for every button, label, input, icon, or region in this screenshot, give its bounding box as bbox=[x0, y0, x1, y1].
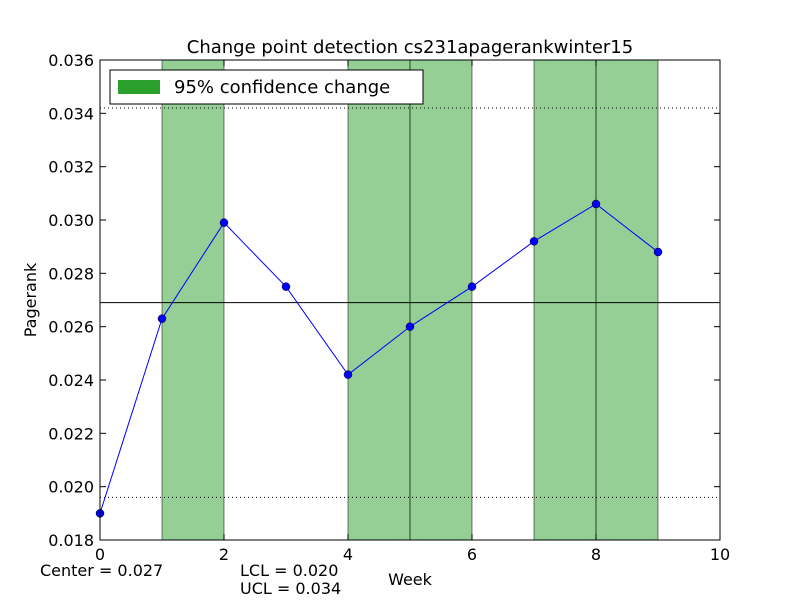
y-tick-label: 0.026 bbox=[48, 318, 94, 337]
y-tick-label: 0.028 bbox=[48, 264, 94, 283]
series-pagerank bbox=[95, 199, 663, 518]
data-point bbox=[405, 322, 415, 331]
lcl-stat: LCL = 0.020 bbox=[240, 561, 339, 580]
y-tick-label: 0.030 bbox=[48, 211, 94, 230]
x-axis-label: Week bbox=[388, 570, 433, 589]
legend-swatch bbox=[118, 80, 160, 94]
legend-box bbox=[109, 69, 424, 105]
y-tick-label: 0.020 bbox=[48, 478, 94, 497]
change-regions bbox=[161, 59, 659, 541]
data-point bbox=[343, 370, 353, 379]
control-lines bbox=[100, 107, 720, 498]
legend-label: 95% confidence change bbox=[174, 77, 390, 98]
y-tick-label: 0.034 bbox=[48, 104, 94, 123]
x-tick-label: 10 bbox=[710, 545, 730, 564]
data-point bbox=[281, 282, 291, 291]
x-tick-label: 0 bbox=[95, 545, 105, 564]
change-region-0 bbox=[161, 59, 225, 541]
change-region-2 bbox=[409, 59, 473, 541]
series-line bbox=[99, 203, 659, 514]
y-axis-label: Pagerank bbox=[21, 262, 40, 337]
axis-ticks: 0 2 4 6 8 10 0.018 0.020 0.022 0.024 0.026 0.028 0.0… bbox=[48, 51, 730, 564]
data-point bbox=[653, 247, 663, 257]
y-tick-label: 0.024 bbox=[48, 371, 94, 390]
plot-frame bbox=[99, 59, 721, 541]
x-tick-label: 2 bbox=[219, 545, 229, 564]
y-tick-label: 0.022 bbox=[48, 424, 94, 443]
data-point bbox=[529, 237, 539, 246]
y-tick-label: 0.032 bbox=[48, 158, 94, 177]
x-tick-label: 4 bbox=[343, 545, 353, 564]
x-tick-label: 8 bbox=[591, 545, 601, 564]
x-tick-label: 6 bbox=[467, 545, 477, 564]
change-region-4 bbox=[595, 59, 659, 541]
data-point bbox=[157, 314, 167, 323]
y-tick-label: 0.018 bbox=[48, 531, 94, 550]
center-stat: Center = 0.027 bbox=[40, 561, 164, 580]
data-point bbox=[219, 218, 229, 227]
change-region-3 bbox=[533, 59, 597, 541]
data-point bbox=[591, 199, 601, 209]
chart-title: Change point detection cs231apagerankwin… bbox=[187, 37, 633, 58]
ucl-stat: UCL = 0.034 bbox=[240, 579, 342, 598]
y-tick-label: 0.036 bbox=[48, 51, 94, 70]
change-region-1 bbox=[347, 59, 411, 541]
legend: 95% confidence change bbox=[109, 69, 424, 105]
data-point bbox=[467, 282, 477, 291]
